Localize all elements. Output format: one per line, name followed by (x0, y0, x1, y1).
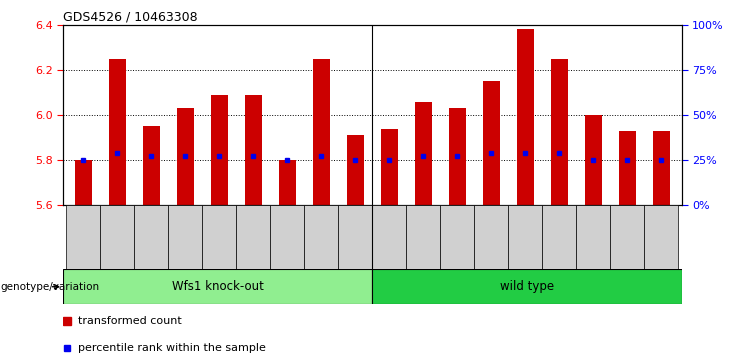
Bar (100, 205, 134, 269)
Bar (313, 59, 330, 205)
Bar (245, 95, 262, 205)
Bar (483, 81, 500, 205)
Bar (551, 59, 568, 205)
Bar (168, 205, 202, 269)
Bar (415, 102, 432, 205)
Bar (645, 205, 678, 269)
Bar (279, 160, 296, 205)
Bar (576, 205, 611, 269)
Bar (63, 269, 373, 304)
Text: percentile rank within the sample: percentile rank within the sample (78, 343, 266, 353)
Bar (134, 205, 168, 269)
Bar (653, 131, 670, 205)
Bar (449, 108, 466, 205)
Bar (177, 108, 194, 205)
Bar (372, 205, 406, 269)
Text: transformed count: transformed count (78, 316, 182, 326)
Bar (339, 205, 372, 269)
Bar (109, 59, 126, 205)
Bar (270, 205, 305, 269)
Bar (211, 95, 228, 205)
Bar (236, 205, 270, 269)
Bar (75, 160, 92, 205)
Bar (508, 205, 542, 269)
Bar (67, 205, 100, 269)
Bar (474, 205, 508, 269)
Bar (373, 269, 682, 304)
Bar (619, 131, 636, 205)
Bar (542, 205, 576, 269)
Bar (381, 129, 398, 205)
Bar (202, 205, 236, 269)
Bar (585, 115, 602, 205)
Bar (347, 135, 364, 205)
Text: wild type: wild type (500, 280, 554, 293)
Bar (611, 205, 645, 269)
Bar (440, 205, 474, 269)
Bar (406, 205, 440, 269)
Bar (516, 29, 534, 205)
Text: genotype/variation: genotype/variation (0, 282, 99, 292)
Bar (305, 205, 339, 269)
Bar (143, 126, 160, 205)
Text: GDS4526 / 10463308: GDS4526 / 10463308 (63, 11, 198, 24)
Text: Wfs1 knock-out: Wfs1 knock-out (172, 280, 264, 293)
